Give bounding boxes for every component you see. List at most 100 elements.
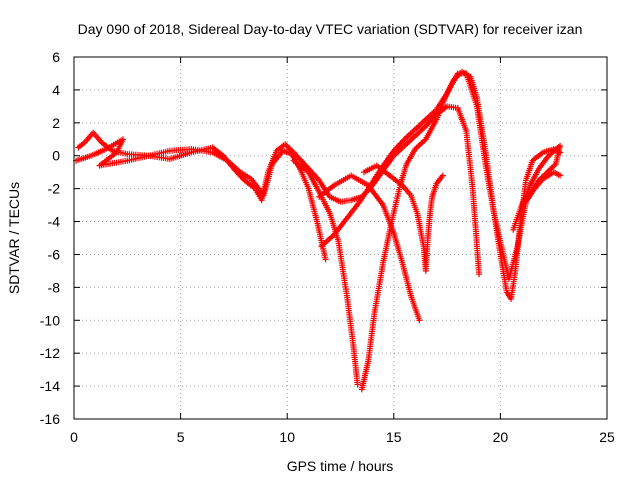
data-point-run bbox=[473, 103, 489, 165]
data-point-run bbox=[401, 134, 417, 149]
x-tick-label: 20 bbox=[493, 429, 509, 445]
data-point-run bbox=[331, 173, 353, 189]
data-point bbox=[354, 381, 361, 388]
data-point-run bbox=[414, 210, 427, 248]
y-tick-label: -8 bbox=[48, 279, 61, 295]
data-point-run bbox=[365, 311, 378, 365]
data-point-run bbox=[114, 136, 126, 154]
data-point-run bbox=[412, 124, 428, 139]
data-point-run bbox=[407, 192, 420, 215]
data-point bbox=[439, 172, 446, 179]
y-tick-label: -12 bbox=[40, 345, 60, 361]
data-point-run bbox=[290, 149, 306, 166]
data-point-run bbox=[73, 153, 93, 164]
data-point-run bbox=[412, 117, 428, 133]
data-point-run bbox=[444, 72, 460, 97]
data-point-run bbox=[290, 157, 310, 174]
x-tick-label: 0 bbox=[70, 429, 78, 445]
y-tick-label: 4 bbox=[52, 82, 60, 98]
data-point-run bbox=[403, 148, 418, 167]
y-tick-label: -14 bbox=[40, 378, 60, 394]
data-point-run bbox=[282, 141, 296, 155]
data-point-run bbox=[358, 360, 371, 393]
data-point-run bbox=[422, 118, 439, 143]
data-point-run bbox=[463, 128, 476, 190]
data-point-run bbox=[535, 156, 550, 172]
data-point-run bbox=[90, 129, 104, 144]
data-point-run bbox=[88, 147, 108, 159]
data-point-run bbox=[544, 147, 558, 161]
data-point-run bbox=[124, 153, 150, 164]
data-point-run bbox=[382, 169, 396, 181]
series-track-f bbox=[316, 172, 423, 324]
data-point-run bbox=[399, 259, 414, 297]
data-point-run bbox=[380, 149, 396, 169]
data-point bbox=[322, 256, 329, 263]
data-point-run bbox=[337, 197, 352, 205]
data-point-run bbox=[318, 233, 336, 250]
data-point-run bbox=[497, 251, 510, 294]
data-point-run bbox=[505, 245, 520, 283]
data-point-run bbox=[301, 161, 321, 182]
data-point-run bbox=[166, 146, 193, 154]
data-point-run bbox=[527, 167, 541, 189]
data-point-run bbox=[241, 177, 257, 191]
plot-frame bbox=[73, 56, 608, 420]
series-track-b bbox=[73, 136, 329, 263]
data-point-run bbox=[248, 175, 266, 197]
data-point-run bbox=[96, 158, 129, 169]
x-axis-label: GPS time / hours bbox=[287, 458, 394, 474]
data-point-run bbox=[390, 144, 406, 159]
data-point-run bbox=[469, 185, 482, 276]
data-point-run bbox=[316, 183, 336, 200]
data-point-run bbox=[335, 238, 350, 297]
data-point-run bbox=[422, 108, 438, 123]
data-point-run bbox=[380, 202, 396, 235]
y-tick-label: 6 bbox=[52, 49, 60, 65]
y-tick-label: -4 bbox=[48, 214, 61, 230]
data-point bbox=[557, 172, 564, 179]
data-point-run bbox=[297, 165, 311, 190]
data-point-run bbox=[390, 175, 404, 187]
data-point-run bbox=[550, 169, 562, 178]
data-point-run bbox=[305, 169, 322, 194]
data-series bbox=[73, 68, 564, 393]
data-point-run bbox=[75, 140, 87, 151]
tick-labels: 0 5 10 15 20 25 -16 -14 -12 -10 -8 -6 -4 -2 0 2 4 6 bbox=[40, 49, 615, 445]
x-tick-label: 10 bbox=[279, 429, 295, 445]
data-point-run bbox=[537, 169, 551, 182]
data-point-run bbox=[429, 182, 439, 200]
x-tick-label: 25 bbox=[599, 429, 615, 445]
data-point-run bbox=[553, 142, 564, 165]
data-point-run bbox=[373, 162, 387, 174]
data-point-run bbox=[508, 270, 518, 302]
series-track-h bbox=[510, 142, 564, 233]
data-point-run bbox=[482, 161, 497, 215]
chart-title: Day 090 of 2018, Sidereal Day-to-day VTE… bbox=[78, 21, 583, 37]
data-point-run bbox=[526, 177, 542, 198]
data-point bbox=[476, 271, 483, 278]
data-point-run bbox=[331, 216, 349, 238]
data-point-run bbox=[224, 157, 242, 174]
data-point-run bbox=[401, 127, 417, 143]
data-point-run bbox=[433, 174, 445, 187]
data-point-run bbox=[514, 200, 529, 250]
y-tick-label: -16 bbox=[40, 411, 60, 427]
data-point-run bbox=[145, 148, 171, 159]
data-point-run bbox=[166, 150, 193, 162]
data-point-run bbox=[326, 193, 342, 204]
data-point-run bbox=[188, 146, 214, 156]
data-point-run bbox=[237, 169, 253, 181]
data-point-run bbox=[343, 200, 362, 222]
data-point-run bbox=[433, 92, 449, 113]
data-point-run bbox=[348, 172, 370, 188]
data-point-run bbox=[463, 70, 480, 108]
data-point-run bbox=[124, 151, 150, 159]
data-point-run bbox=[365, 182, 385, 207]
data-point-run bbox=[510, 204, 524, 233]
data-point-run bbox=[412, 137, 428, 153]
data-point-run bbox=[518, 184, 533, 209]
data-point-run bbox=[371, 261, 386, 315]
data-point-run bbox=[529, 150, 545, 164]
